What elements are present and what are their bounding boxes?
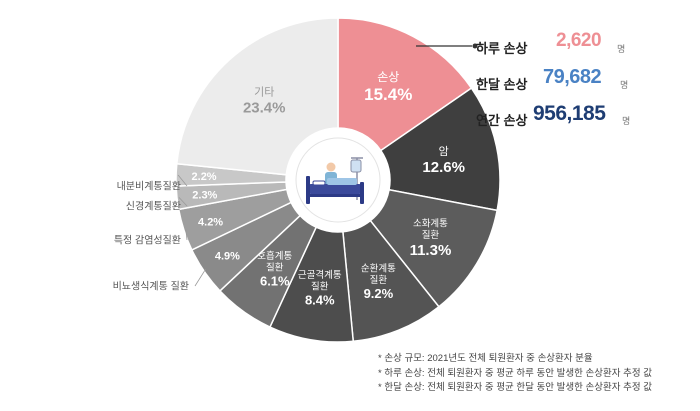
slice-value-암: 12.6% (422, 159, 465, 176)
stat-row-annual: 연간 손상 956,185 명 (470, 100, 698, 134)
slice-value-근골격계통-질환: 8.4% (305, 292, 335, 307)
slice-label-근골격계통-질환-line1: 질환 (311, 280, 329, 292)
slice-label-순환계통-질환-line1: 질환 (370, 274, 388, 286)
stat-value-monthly: 79,682 (543, 66, 602, 88)
stat-value-daily: 2,620 (556, 30, 602, 51)
callout-arrow-dot (472, 43, 478, 49)
slice-label-기타: 기타 (254, 85, 274, 98)
stat-label-annual: 연간 손상 (476, 113, 528, 128)
slices-group: 손상15.4%암12.6%소화계통질환11.3%순환계통질환9.2%근골격계통질… (113, 17, 501, 343)
stat-value-annual: 956,185 (533, 102, 606, 125)
callout-group (416, 43, 478, 49)
slice-value-호흡계통-질환: 6.1% (260, 274, 290, 289)
slice-value-손상: 15.4% (364, 85, 412, 104)
stat-unit-annual: 명 (622, 116, 631, 126)
slice-label-내분비계통질환: 내분비계통질환 (117, 181, 181, 193)
slice-label-신경계통질환: 신경계통질환 (126, 200, 181, 213)
slice-label-소화계통-질환-line0: 소화계통 (413, 217, 448, 229)
pie-slice-손상 (337, 17, 473, 152)
slice-label-비뇨생식계통-질환: 비뇨생식계통 질환 (113, 281, 189, 293)
slice-label-손상: 손상 (377, 70, 399, 84)
slice-label-호흡계통-질환-line1: 질환 (266, 262, 284, 274)
stat-row-daily: 하루 손상 2,620 명 (470, 28, 698, 62)
stat-label-monthly: 한달 손상 (476, 77, 528, 92)
hospital-patient-icon (286, 128, 390, 232)
slice-label-순환계통-질환-line0: 순환계통 (361, 263, 396, 275)
leader-line-특정-감염성질환 (185, 228, 188, 241)
stat-row-monthly: 한달 손상 79,682 명 (470, 64, 698, 98)
stat-label-daily: 하루 손상 (476, 41, 528, 56)
footnote: * 손상 규모: 2021년도 전체 퇴원환자 중 손상환자 분율 (378, 353, 593, 364)
leader-line-비뇨생식계통-질환 (194, 269, 206, 287)
slice-label-호흡계통-질환-line0: 호흡계통 (257, 250, 292, 262)
slice-label-소화계통-질환-line1: 질환 (422, 229, 440, 241)
slice-value-순환계통-질환: 9.2% (364, 286, 394, 301)
stat-unit-monthly: 명 (620, 80, 629, 90)
slice-value-비뇨생식계통-질환: 4.9% (215, 251, 240, 263)
leader-line-내분비계통질환 (177, 174, 188, 187)
slice-value-소화계통-질환: 11.3% (410, 242, 452, 259)
slice-label-암: 암 (439, 145, 449, 158)
slice-value-특정-감염성질환: 4.2% (198, 216, 223, 228)
footnote: * 한달 손상: 전체 퇴원환자 중 평균 한달 동안 발생한 손상환자 추정 … (378, 382, 652, 393)
slice-value-신경계통질환: 2.3% (192, 190, 217, 202)
footnotes: * 손상 규모: 2021년도 전체 퇴원환자 중 손상환자 분율 * 하루 손… (378, 352, 698, 396)
leader-line-신경계통질환 (178, 197, 188, 207)
stat-unit-daily: 명 (617, 44, 626, 54)
slice-value-기타: 23.4% (243, 99, 286, 116)
slice-value-내분비계통질환: 2.2% (192, 171, 217, 183)
slice-label-특정-감염성질환: 특정 감염성질환 (114, 235, 181, 247)
footnote: * 하루 손상: 전체 퇴원환자 중 평균 하루 동안 발생한 손상환자 추정 … (378, 367, 652, 379)
slice-label-근골격계통-질환-line0: 근골격계통 (298, 269, 342, 281)
